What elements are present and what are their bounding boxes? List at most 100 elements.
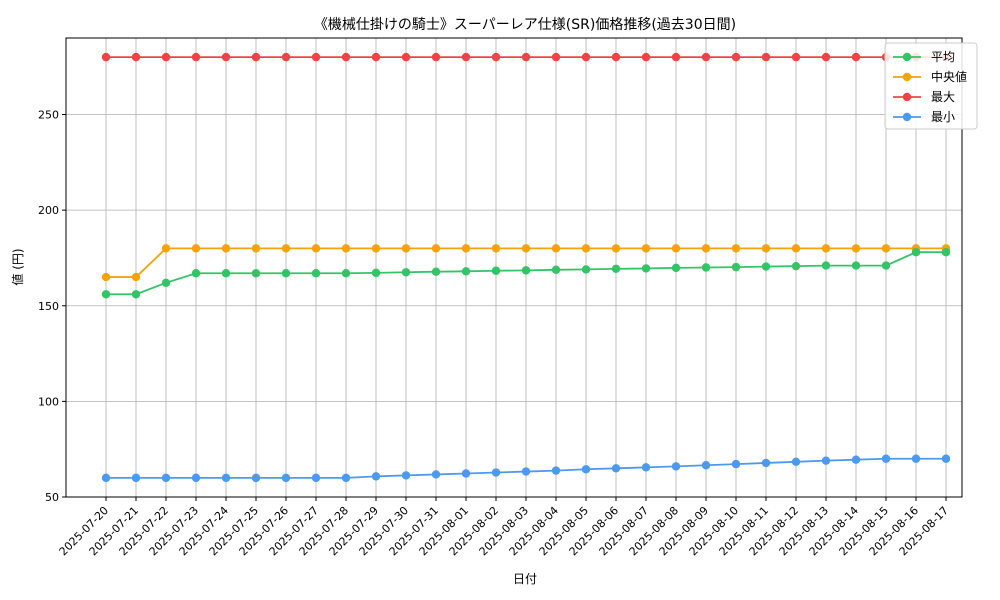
- y-tick-label: 100: [38, 395, 59, 408]
- data-point: [461, 469, 471, 478]
- data-point: [431, 52, 441, 62]
- data-point: [131, 473, 141, 483]
- data-point: [431, 470, 441, 479]
- data-point: [101, 473, 111, 483]
- data-point: [671, 462, 681, 471]
- legend-label: 中央値: [931, 69, 967, 84]
- data-point: [221, 52, 231, 62]
- data-point: [491, 266, 501, 275]
- data-point: [581, 244, 591, 253]
- data-point: [701, 52, 711, 62]
- data-point: [131, 272, 141, 282]
- data-point: [821, 261, 831, 270]
- data-point: [281, 269, 291, 278]
- data-point: [551, 52, 561, 62]
- data-point: [611, 244, 621, 253]
- data-point: [821, 244, 831, 253]
- data-point: [161, 473, 171, 483]
- data-point: [581, 265, 591, 274]
- data-point: [221, 473, 231, 483]
- data-point: [551, 265, 561, 274]
- legend-frame: [884, 42, 978, 130]
- y-axis-title: 値 (円): [10, 248, 25, 285]
- data-point: [491, 244, 501, 253]
- data-point: [401, 471, 411, 480]
- data-point: [821, 456, 831, 465]
- data-point: [161, 278, 171, 287]
- data-point: [371, 472, 381, 481]
- data-point: [131, 290, 141, 299]
- data-point: [851, 52, 861, 62]
- data-point: [371, 244, 381, 253]
- data-point: [401, 268, 411, 277]
- legend-label: 最大: [931, 90, 955, 104]
- data-point: [641, 52, 651, 62]
- y-tick-label: 150: [38, 300, 59, 313]
- data-point: [851, 244, 861, 253]
- data-point: [491, 468, 501, 477]
- data-point: [881, 261, 891, 270]
- y-tick-label: 200: [38, 204, 59, 217]
- data-point: [581, 465, 591, 474]
- data-point: [101, 290, 111, 299]
- data-point: [341, 52, 351, 62]
- data-point: [731, 244, 741, 253]
- data-point: [671, 52, 681, 62]
- data-point: [251, 269, 261, 278]
- data-point: [881, 454, 891, 463]
- data-point: [401, 244, 411, 253]
- data-point: [611, 464, 621, 473]
- data-point: [851, 261, 861, 270]
- data-point: [311, 473, 321, 483]
- data-point: [731, 459, 741, 469]
- data-point: [761, 262, 771, 271]
- data-point: [311, 244, 321, 253]
- legend-marker: [902, 52, 912, 62]
- data-point: [521, 266, 531, 275]
- data-point: [611, 52, 621, 62]
- data-point: [821, 52, 831, 62]
- data-point: [791, 52, 801, 62]
- data-point: [791, 457, 801, 467]
- data-point: [761, 458, 771, 468]
- data-point: [641, 264, 651, 273]
- data-point: [461, 52, 471, 62]
- data-point: [371, 52, 381, 62]
- data-point: [371, 268, 381, 278]
- data-point: [341, 269, 351, 278]
- data-point: [731, 52, 741, 62]
- data-point: [941, 454, 951, 463]
- data-point: [251, 473, 261, 483]
- data-point: [701, 263, 711, 272]
- data-point: [941, 248, 951, 257]
- data-point: [641, 244, 651, 253]
- data-point: [341, 473, 351, 483]
- data-point: [521, 467, 531, 476]
- data-point: [431, 267, 441, 276]
- data-point: [461, 244, 471, 253]
- data-point: [851, 455, 861, 464]
- data-point: [791, 261, 801, 271]
- y-tick-label: 250: [38, 109, 59, 122]
- data-point: [911, 454, 921, 463]
- data-point: [911, 248, 921, 257]
- data-point: [671, 263, 681, 273]
- legend-label: 最小: [931, 110, 955, 124]
- data-point: [761, 244, 771, 253]
- data-point: [671, 244, 681, 253]
- data-point: [881, 244, 891, 253]
- data-point: [101, 52, 111, 62]
- data-point: [521, 52, 531, 62]
- data-point: [281, 52, 291, 62]
- data-point: [131, 52, 141, 62]
- data-point: [281, 473, 291, 483]
- legend-label: 平均: [931, 50, 955, 64]
- data-point: [191, 244, 201, 253]
- data-point: [611, 264, 621, 274]
- data-point: [161, 244, 171, 253]
- data-point: [581, 52, 591, 62]
- data-point: [191, 52, 201, 62]
- data-point: [701, 244, 711, 253]
- data-point: [491, 52, 501, 62]
